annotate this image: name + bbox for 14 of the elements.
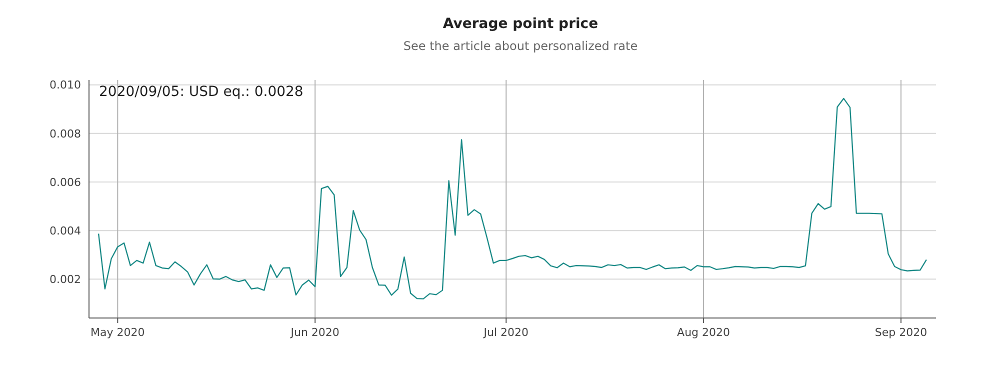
chart-subtitle: See the article about personalized rate (403, 39, 638, 53)
y-tick-label: 0.002 (50, 272, 81, 286)
y-tick-label: 0.004 (50, 224, 81, 238)
x-tick-label: Jun 2020 (290, 326, 340, 339)
annotation: 2020/09/05: USD eq.: 0.0028 (99, 84, 304, 100)
x-tick-label: Aug 2020 (677, 326, 730, 339)
line-series (98, 98, 928, 300)
x-tick-label: Jul 2020 (482, 326, 529, 339)
x-tick-label: Sep 2020 (874, 326, 928, 339)
y-tick-label: 0.006 (50, 176, 81, 189)
y-tick-label: 0.010 (50, 78, 81, 92)
x-tick-label: May 2020 (90, 326, 145, 339)
y-tick-label: 0.008 (50, 127, 81, 140)
chart-title: Average point price (442, 16, 598, 32)
